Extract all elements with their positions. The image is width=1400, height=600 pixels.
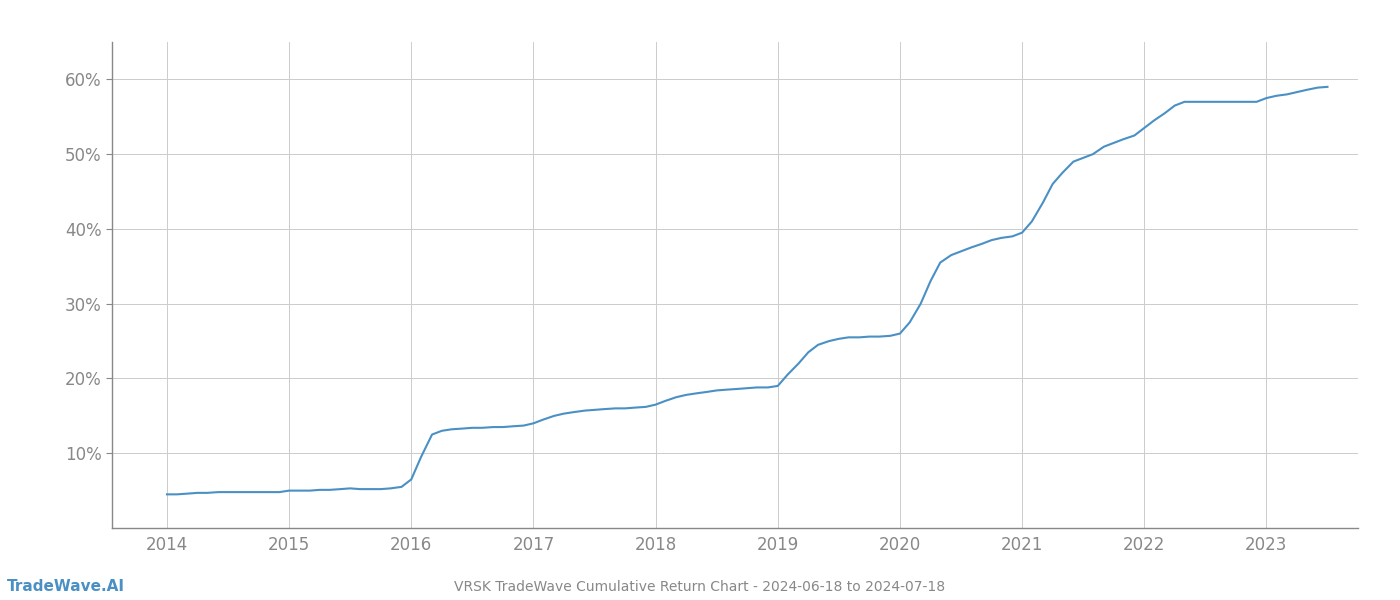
Text: VRSK TradeWave Cumulative Return Chart - 2024-06-18 to 2024-07-18: VRSK TradeWave Cumulative Return Chart -…	[455, 580, 945, 594]
Text: TradeWave.AI: TradeWave.AI	[7, 579, 125, 594]
